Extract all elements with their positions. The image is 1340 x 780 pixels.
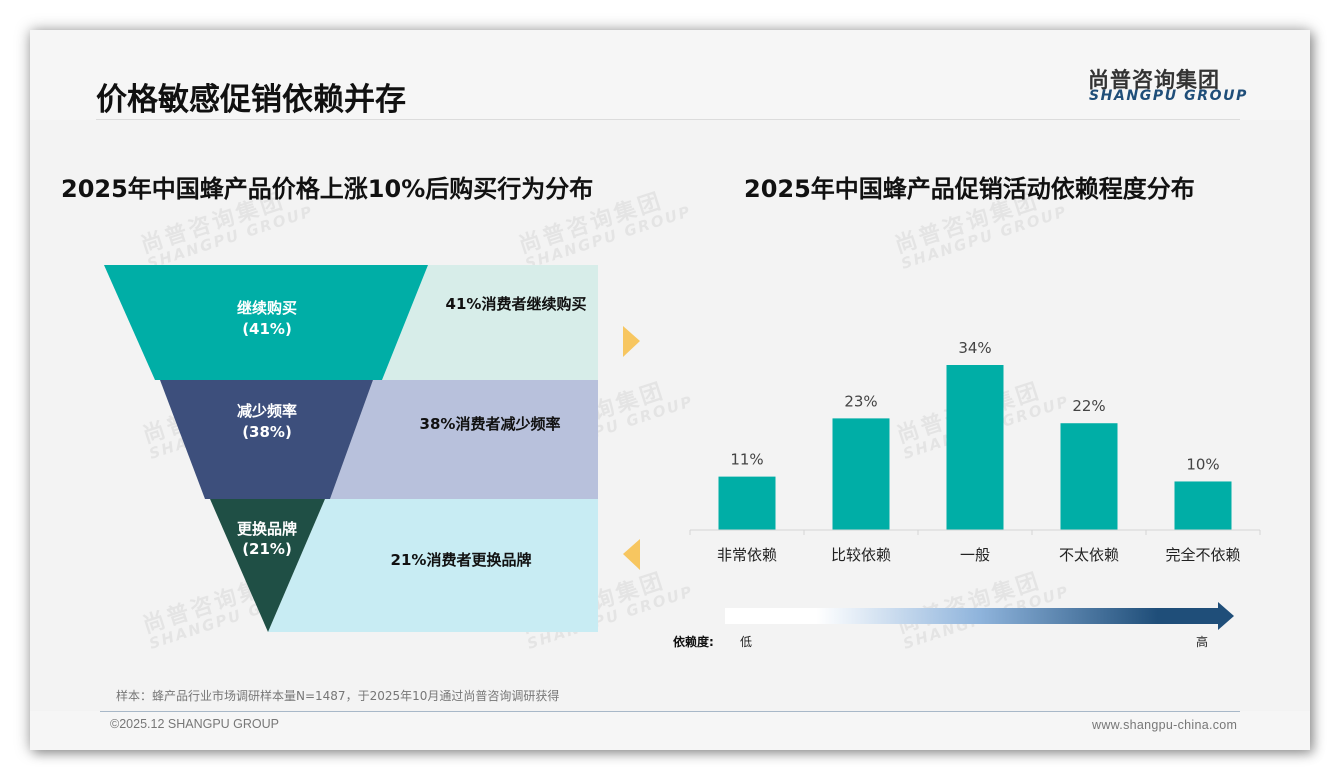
- bar-value-label: 11%: [730, 451, 763, 469]
- funnel-chart: 继续购买 (41%) 减少频率 (38%) 更换品牌 (21%) 41%消费者继…: [104, 265, 640, 632]
- x-axis-category-label: 完全不依赖: [1165, 546, 1240, 564]
- bar: [946, 365, 1004, 530]
- footer-band: [30, 711, 1310, 750]
- logo-text-cn: 尚普咨询集团: [1088, 68, 1220, 92]
- x-axis-category-label: 非常依赖: [717, 546, 777, 564]
- bar-chart-title: 2025年中国蜂产品促销活动依赖程度分布: [744, 175, 1195, 203]
- funnel-pct-3: (21%): [242, 540, 292, 558]
- bar: [1174, 481, 1232, 530]
- sample-footnote: 样本：蜂产品行业市场调研样本量N=1487，于2025年10月通过尚普咨询调研获…: [116, 689, 560, 703]
- arrow-right-icon: [623, 326, 640, 357]
- bar: [832, 418, 890, 530]
- bar-value-label: 23%: [844, 392, 877, 410]
- funnel-chart-title: 2025年中国蜂产品价格上涨10%后购买行为分布: [61, 175, 594, 203]
- funnel-pct-1: (41%): [242, 320, 292, 338]
- funnel-label-1: 继续购买: [237, 299, 297, 317]
- funnel-segment-2: [160, 380, 373, 499]
- funnel-segment-3: [210, 499, 325, 632]
- funnel-segment-1: [104, 265, 428, 380]
- copyright: ©2025.12 SHANGPU GROUP: [110, 717, 279, 731]
- funnel-band-1: [382, 265, 598, 380]
- dependency-scale-label: 依赖度:: [673, 634, 714, 649]
- funnel-band-2: [330, 380, 598, 499]
- header-band: [30, 30, 1310, 120]
- footer-divider: [100, 711, 1240, 712]
- funnel-note-2: 38%消费者减少频率: [420, 415, 561, 433]
- dependency-scale-arrow: [725, 602, 1234, 630]
- funnel-note-1: 41%消费者继续购买: [446, 295, 587, 313]
- funnel-pct-2: (38%): [242, 423, 292, 441]
- funnel-band-3: [268, 499, 598, 632]
- bar: [1060, 423, 1118, 530]
- funnel-note-3: 21%消费者更换品牌: [391, 551, 532, 569]
- funnel-label-3: 更换品牌: [237, 520, 297, 538]
- dependency-scale-high: 高: [1196, 634, 1208, 649]
- website-link[interactable]: www.shangpu-china.com: [1092, 718, 1238, 732]
- funnel-label-2: 减少频率: [237, 402, 297, 420]
- page-title: 价格敏感促销依赖并存: [96, 82, 406, 118]
- x-axis-category-label: 比较依赖: [831, 546, 891, 564]
- x-axis-category-label: 不太依赖: [1059, 546, 1119, 564]
- title-divider: [96, 119, 1240, 120]
- bar-value-label: 34%: [958, 339, 991, 357]
- logo-text-en: SHANGPU GROUP: [1089, 88, 1248, 104]
- arrow-left-icon: [623, 539, 640, 570]
- x-axis-category-label: 一般: [960, 546, 990, 564]
- bar-value-label: 22%: [1072, 397, 1105, 415]
- bar: [718, 476, 776, 530]
- slide: 尚普咨询集团 SHANGPU GROUP 尚普咨询集团 SHANGPU GROUP …: [30, 30, 1310, 750]
- dependency-scale-low: 低: [740, 635, 752, 649]
- bar-value-label: 10%: [1186, 455, 1219, 473]
